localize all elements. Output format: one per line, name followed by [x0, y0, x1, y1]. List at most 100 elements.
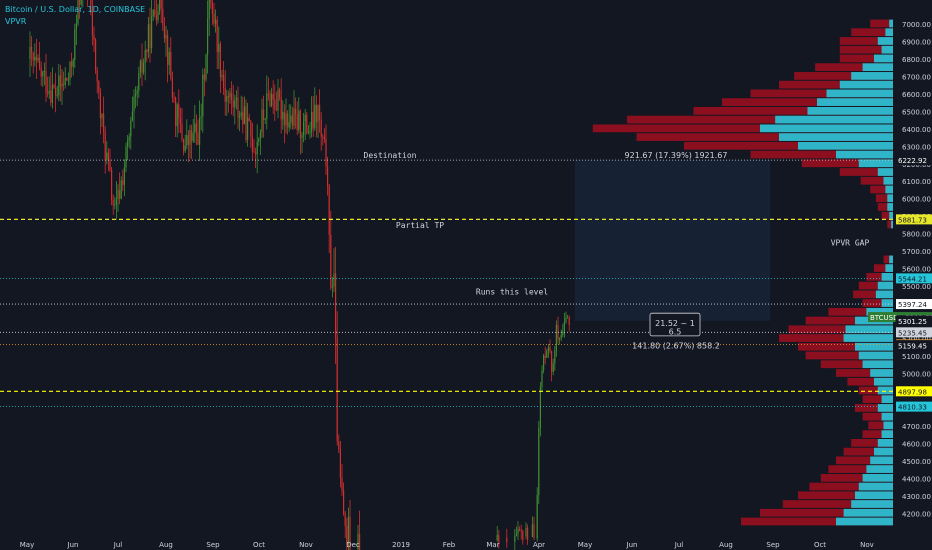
vpvr-bar-up [845, 325, 893, 334]
vpvr-bar-up [874, 377, 893, 386]
x-tick-label: Feb [443, 541, 456, 549]
candle-body [107, 152, 109, 161]
candle-body [295, 108, 297, 115]
candle-body [290, 115, 292, 123]
price-tag [896, 401, 932, 412]
candle-body [79, 0, 81, 5]
y-tick-label: 4600.00 [902, 440, 931, 448]
candle-body [61, 83, 63, 87]
candle-body [101, 113, 103, 119]
x-tick-label: Aug [719, 541, 733, 549]
candle-body [552, 363, 554, 372]
candle-body [533, 524, 535, 538]
x-tick-label: Jul [113, 541, 123, 549]
vpvr-bar-down [874, 264, 893, 272]
candle-body [259, 132, 261, 139]
candle-body [288, 122, 290, 128]
candle-body [320, 119, 322, 137]
indicator-label[interactable]: VPVR [5, 17, 27, 26]
candle-body [261, 109, 263, 133]
candle-body [343, 490, 345, 514]
candle-body [211, 2, 213, 14]
vpvr-bar-up [874, 447, 893, 456]
candle-body [191, 130, 193, 142]
candle-body [176, 104, 178, 127]
vpvr-bar-down [851, 438, 893, 447]
candle-body [271, 93, 273, 107]
candle-body [527, 527, 529, 541]
x-tick-label: Aug [159, 541, 173, 549]
candle-body [285, 113, 287, 126]
vpvr-bar-up [881, 395, 893, 404]
candle-body [136, 90, 138, 94]
vpvr-bar-down [858, 281, 893, 290]
x-tick-label: May [20, 541, 34, 549]
candle-body [210, 0, 212, 3]
vpvr-bar-down [836, 456, 893, 465]
candle-body [248, 117, 250, 122]
chart-annotation: 21.52 ~ 1 [655, 319, 695, 328]
candle-body [515, 534, 517, 537]
candle-body [565, 317, 567, 322]
price-tag-label: 5301.25 [898, 318, 927, 326]
candle-body [301, 135, 303, 138]
candle-body [317, 104, 319, 123]
candle-body [226, 96, 228, 102]
candle-body [298, 110, 300, 131]
candle-body [39, 57, 41, 68]
candle-body [258, 138, 260, 142]
vpvr-bar-down [809, 482, 893, 491]
y-tick-label: 5500.00 [902, 283, 931, 291]
y-tick-label: 4700.00 [902, 423, 931, 431]
symbol-title[interactable]: Bitcoin / U.S. Dollar, 1D, COINBASE [5, 5, 146, 14]
candle-body [546, 350, 548, 358]
vpvr-bar-down [794, 72, 893, 80]
candle-body [336, 337, 338, 442]
vpvr-bar-up [866, 307, 893, 316]
candle-body [544, 355, 546, 358]
vpvr-bar-up [798, 141, 893, 150]
vpvr-bar-down [815, 63, 893, 72]
vpvr-bar-up [862, 360, 893, 369]
vpvr-bar-down [805, 316, 893, 325]
candle-body [349, 516, 351, 550]
vpvr-bar-down [820, 360, 893, 369]
vpvr-bar-up [826, 89, 893, 98]
candle-body [519, 529, 521, 531]
vpvr-bar-down [883, 255, 893, 264]
vpvr-bar-down [801, 159, 893, 168]
candle-body [181, 124, 183, 140]
candle-body [344, 513, 346, 526]
vpvr-bar-up [881, 299, 893, 307]
candle-body [215, 19, 217, 24]
vpvr-bar-up [881, 412, 893, 421]
vpvr-bar-down [860, 176, 893, 185]
x-tick-label: Oct [253, 541, 265, 549]
candle-body [77, 0, 79, 24]
y-tick-label: 6400.00 [902, 126, 931, 134]
vpvr-bar-down [875, 194, 893, 203]
chart-annotation: VPVR GAP [831, 238, 870, 247]
candle-body [279, 89, 281, 98]
vpvr-bar-down [870, 19, 893, 28]
candle-body [218, 43, 220, 52]
candle-body [146, 50, 148, 52]
candle-body [202, 74, 204, 117]
y-tick-label: 6700.00 [902, 73, 931, 81]
candle-body [103, 113, 105, 132]
vpvr-bar-up [877, 168, 893, 176]
price-tag-label: 4810.33 [898, 404, 927, 412]
vpvr-bar-down [788, 325, 893, 334]
candle-body [173, 97, 175, 99]
candle-body [91, 5, 93, 35]
candle-body [498, 535, 500, 543]
candle-body [514, 536, 516, 542]
vpvr-bar-down [862, 395, 893, 404]
price-tag-label: 4897.98 [898, 388, 927, 396]
y-tick-label: 6800.00 [902, 56, 931, 64]
price-tag [895, 315, 932, 327]
candle-body [80, 0, 82, 5]
vpvr-bar-up [855, 491, 893, 500]
vpvr-bar-up [887, 194, 893, 203]
